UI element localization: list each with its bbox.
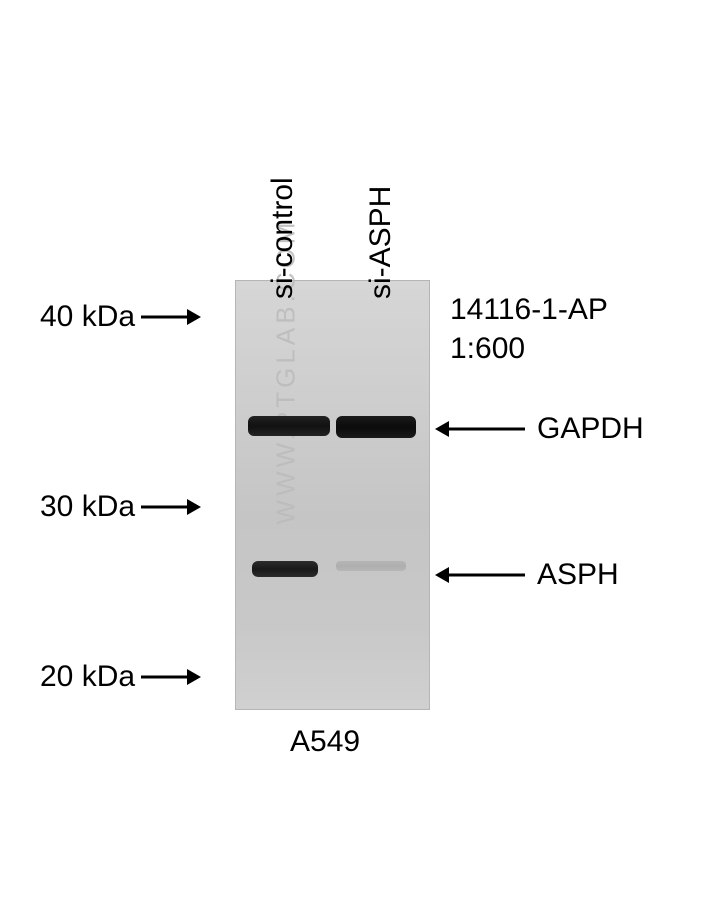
arrow-right-icon [141, 666, 201, 688]
target-gapdh-row: GAPDH [435, 412, 644, 446]
cell-line-label: A549 [290, 725, 360, 759]
target-asph-label: ASPH [537, 558, 619, 592]
antibody-dilution: 1:600 [450, 329, 608, 368]
target-gapdh-label: GAPDH [537, 412, 644, 446]
blot-membrane: WWW.PTGLAB.COM [235, 280, 430, 710]
antibody-catalog: 14116-1-AP [450, 290, 608, 329]
arrow-left-icon [435, 418, 525, 440]
band-gapdh-lane1 [248, 416, 330, 436]
band-asph-lane2-faint [336, 561, 406, 571]
western-blot-figure: WWW.PTGLAB.COM si-control si-ASPH 40 kDa… [0, 0, 704, 903]
lane1-label: si-control [266, 177, 300, 299]
marker-30kda-label: 30 kDa [40, 490, 135, 524]
marker-20kda-label: 20 kDa [40, 660, 135, 694]
band-asph-lane1 [252, 561, 318, 577]
marker-40kda-row: 40 kDa [40, 300, 201, 334]
lane2-label: si-ASPH [364, 186, 398, 299]
marker-20kda-row: 20 kDa [40, 660, 201, 694]
arrow-right-icon [141, 306, 201, 328]
arrow-left-icon [435, 564, 525, 586]
antibody-info: 14116-1-AP 1:600 [450, 290, 608, 368]
marker-30kda-row: 30 kDa [40, 490, 201, 524]
arrow-right-icon [141, 496, 201, 518]
target-asph-row: ASPH [435, 558, 619, 592]
marker-40kda-label: 40 kDa [40, 300, 135, 334]
band-gapdh-lane2 [336, 416, 416, 438]
